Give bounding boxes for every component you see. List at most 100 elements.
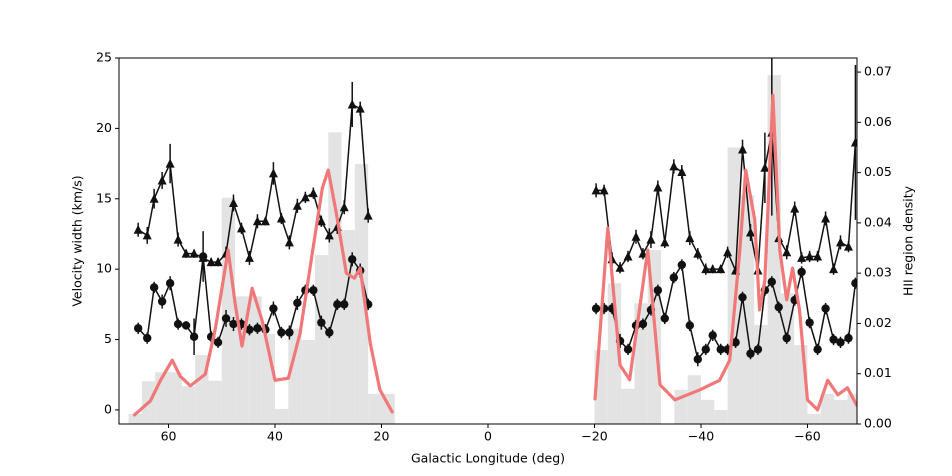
circle-marker bbox=[851, 279, 857, 288]
x-tick-label: −60 bbox=[794, 429, 820, 444]
triangle-marker bbox=[173, 234, 183, 244]
triangle-marker bbox=[829, 264, 839, 274]
triangle-marker bbox=[268, 168, 278, 178]
circle-marker bbox=[805, 318, 814, 327]
triangle-marker bbox=[813, 251, 823, 261]
histogram-bar bbox=[341, 229, 355, 424]
y2-axis-title: HII region density bbox=[901, 185, 916, 296]
triangle-marker bbox=[149, 193, 159, 203]
y-tick-label: 20 bbox=[96, 120, 112, 135]
histogram-bar bbox=[261, 334, 276, 424]
circle-marker bbox=[333, 300, 342, 309]
triangle-marker bbox=[142, 230, 152, 240]
circle-marker bbox=[591, 304, 601, 313]
histogram-bar bbox=[607, 283, 622, 424]
circle-marker bbox=[189, 332, 199, 341]
circle-marker bbox=[269, 304, 278, 313]
circle-marker bbox=[229, 319, 238, 329]
triangle-marker bbox=[631, 231, 641, 241]
triangle-marker bbox=[677, 167, 687, 177]
x-tick-label: 40 bbox=[267, 429, 283, 444]
triangle-marker bbox=[260, 216, 270, 226]
triangle-marker bbox=[213, 257, 223, 267]
x-tick-label: −20 bbox=[581, 429, 607, 444]
triangle-marker bbox=[708, 264, 718, 274]
circle-marker bbox=[716, 345, 725, 354]
triangle-marker bbox=[316, 216, 326, 226]
histogram-bar bbox=[727, 147, 741, 424]
y-tick-label: 15 bbox=[96, 190, 112, 205]
triangle-marker bbox=[660, 237, 670, 247]
y2-tick-label: 0.04 bbox=[864, 214, 892, 229]
histogram-bar bbox=[807, 413, 821, 424]
x-axis-title: Galactic Longitude (deg) bbox=[411, 451, 565, 466]
y2-tick-label: 0.06 bbox=[864, 114, 892, 129]
circle-marker bbox=[623, 345, 633, 354]
histogram-bar bbox=[687, 375, 701, 424]
circle-marker bbox=[821, 304, 830, 313]
histogram-bar bbox=[714, 409, 728, 424]
y-tick-label: 0 bbox=[104, 401, 112, 416]
triangle-marker bbox=[760, 162, 770, 172]
circle-marker bbox=[133, 324, 143, 333]
circle-marker bbox=[738, 293, 747, 302]
triangle-marker bbox=[157, 175, 167, 185]
triangle-marker bbox=[206, 257, 216, 267]
plot-area bbox=[128, 58, 857, 424]
histogram-bar bbox=[328, 132, 342, 424]
y-tick-label: 25 bbox=[96, 50, 112, 65]
triangle-marker bbox=[646, 234, 656, 244]
triangle-marker bbox=[308, 188, 318, 198]
y2-tick-label: 0.01 bbox=[864, 365, 892, 380]
circle-marker bbox=[813, 345, 822, 354]
triangle-marker bbox=[638, 248, 648, 258]
triangle-marker bbox=[181, 248, 191, 258]
triangle-marker bbox=[805, 251, 815, 261]
circle-marker bbox=[285, 328, 294, 337]
histogram-bar bbox=[181, 386, 196, 424]
triangle-marker bbox=[228, 197, 238, 207]
triangle-marker bbox=[339, 202, 349, 212]
histogram-bar bbox=[128, 413, 142, 424]
circle-marker bbox=[753, 345, 763, 354]
circle-marker bbox=[708, 331, 717, 340]
circle-marker bbox=[165, 279, 175, 288]
histogram-bar bbox=[621, 388, 635, 424]
y2-tick-label: 0.02 bbox=[864, 315, 892, 330]
circle-marker bbox=[829, 335, 838, 344]
triangle-marker bbox=[653, 182, 663, 192]
triangle-marker bbox=[189, 248, 199, 258]
triangle-marker bbox=[623, 251, 633, 261]
histogram-bar bbox=[168, 372, 182, 424]
triangle-marker bbox=[599, 185, 609, 195]
histogram-bar bbox=[275, 408, 289, 424]
circle-marker bbox=[797, 267, 806, 277]
y-tick-label: 10 bbox=[96, 261, 112, 276]
triangle-marker bbox=[324, 230, 334, 240]
triangle-marker bbox=[669, 161, 679, 171]
circle-marker bbox=[836, 338, 845, 347]
circle-marker bbox=[253, 324, 262, 333]
circle-marker bbox=[348, 255, 357, 264]
triangle-marker bbox=[723, 247, 733, 257]
x-tick-label: −40 bbox=[688, 429, 714, 444]
y2-tick-label: 0.07 bbox=[864, 64, 892, 79]
circle-marker bbox=[693, 355, 702, 364]
circle-marker bbox=[221, 314, 231, 323]
triangle-marker bbox=[716, 264, 726, 274]
histogram-bar bbox=[314, 255, 329, 424]
circle-marker bbox=[317, 318, 326, 327]
histogram-bar bbox=[740, 195, 755, 424]
y-tick-label: 5 bbox=[104, 331, 112, 346]
histogram-bar bbox=[700, 399, 715, 424]
triangle-marker bbox=[738, 144, 748, 154]
histogram-bar bbox=[288, 328, 302, 424]
circle-marker bbox=[767, 277, 777, 287]
y2-tick-label: 0.00 bbox=[864, 416, 892, 431]
density-curve bbox=[132, 93, 857, 417]
histogram-bar bbox=[368, 393, 382, 424]
circle-marker bbox=[782, 333, 791, 343]
circle-marker bbox=[669, 273, 679, 282]
histogram-bar bbox=[208, 380, 222, 424]
